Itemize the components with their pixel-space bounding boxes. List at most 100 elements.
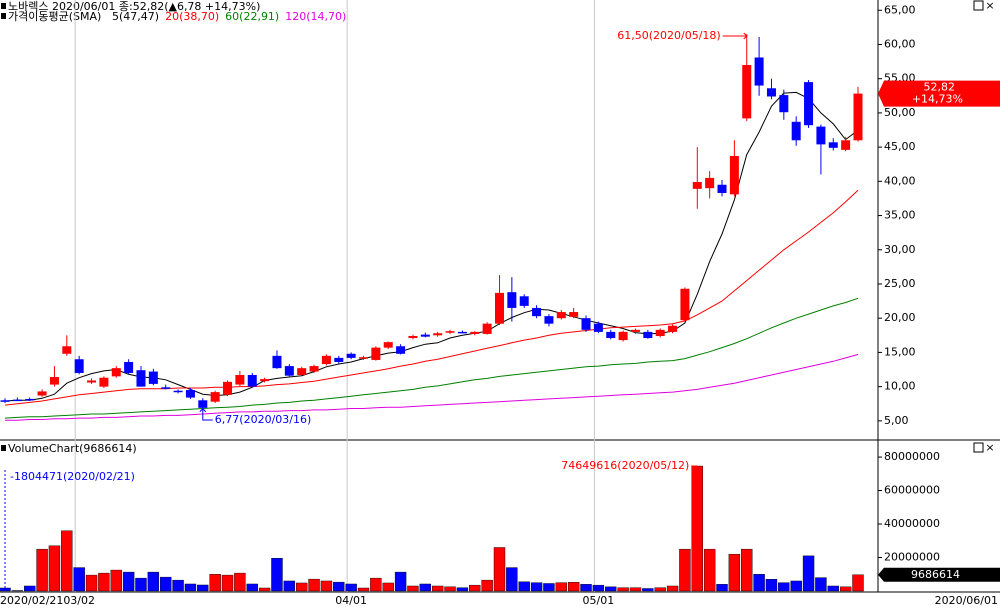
volume-bar: [48, 545, 61, 592]
y-tick-label: 80000000: [884, 450, 940, 463]
volume-bar: [172, 579, 184, 592]
volume-bar: [815, 577, 827, 592]
candle-body: [223, 381, 233, 395]
candle-body: [173, 390, 183, 393]
candle-body: [482, 323, 492, 334]
volume-bar: [61, 530, 73, 592]
volume-bar: [592, 584, 605, 592]
candle-body: [62, 346, 72, 354]
annotation-arrow: [722, 32, 748, 40]
candle-body: [148, 371, 158, 384]
candle-body: [630, 329, 640, 332]
candle-body: [37, 391, 47, 396]
y-tick-label: 45,00: [884, 140, 916, 153]
volume-bar: [98, 572, 110, 592]
moving-average-line: [5, 354, 859, 421]
volume-bar: [691, 465, 703, 592]
last-price-box: [878, 80, 1000, 107]
volume-bar: [605, 586, 617, 592]
volume-bar: [85, 574, 98, 592]
annotation: 6,77(2020/03/16): [215, 413, 311, 426]
candle-body: [841, 140, 851, 150]
chart-title: 노바렉스 2020/06/01 종:52,82(▲6,78 +14,73%): [8, 0, 260, 13]
volume-bar: [617, 587, 629, 592]
candle-body: [198, 400, 208, 408]
volume-bar: [11, 590, 24, 592]
candle-body: [742, 65, 752, 119]
candle-body: [804, 82, 814, 126]
last-volume-box: [878, 567, 1000, 582]
candle-body: [371, 347, 381, 360]
y-tick-label: 60000000: [884, 484, 940, 497]
volume-bar: [654, 587, 666, 592]
candle-body: [210, 392, 220, 402]
y-tick-label: 5,00: [884, 414, 909, 427]
candle-body: [754, 57, 764, 86]
volume-bar: [555, 582, 568, 592]
maximize-button[interactable]: [973, 442, 984, 453]
y-tick-label: 10,00: [884, 380, 916, 393]
candle-body: [717, 184, 727, 193]
legend-title: 가격이동평균(SMA): [8, 10, 101, 23]
candle-body: [507, 292, 517, 308]
moving-average-line: [4, 189, 859, 406]
candle-body: [247, 374, 257, 387]
candle-body: [99, 377, 109, 387]
candle-body: [272, 355, 282, 369]
volume-bar: [283, 580, 296, 592]
candle-body: [309, 366, 319, 372]
volume-bar: [852, 574, 864, 592]
y-tick-label: 40,00: [884, 174, 916, 187]
candle-body: [433, 333, 443, 336]
candle-body: [346, 353, 356, 358]
x-tick-label: 2020/02/21: [0, 594, 63, 607]
candle-body: [655, 329, 665, 336]
candle-body: [593, 323, 603, 332]
volume-bar: [839, 586, 852, 592]
candle-body: [284, 366, 294, 376]
volume-bar: [530, 582, 543, 592]
volume-bar: [320, 580, 333, 592]
y-tick-label: 35,00: [884, 209, 916, 222]
volume-bar: [345, 583, 357, 592]
maximize-button[interactable]: [973, 0, 984, 11]
last-price-label: 52,82: [924, 81, 956, 94]
volume-bar: [419, 583, 432, 592]
volume-bar: [209, 574, 221, 592]
candle-body: [705, 177, 715, 189]
volume-marker: [1, 445, 6, 451]
annotation-arrow: [199, 408, 213, 421]
candle-body: [618, 331, 628, 341]
y-tick-label: 30,00: [884, 243, 916, 256]
y-tick-label: 15,00: [884, 345, 916, 358]
volume-bar: [753, 574, 765, 592]
candle-body: [853, 93, 863, 141]
volume-bar: [258, 587, 271, 592]
close-button[interactable]: ×: [985, 0, 994, 12]
volume-bar: [246, 583, 258, 592]
candle-body: [606, 331, 616, 339]
volume-bar: [642, 588, 654, 592]
y-tick-label: 60,00: [884, 37, 916, 50]
volume-bar: [271, 557, 283, 592]
title-marker: [1, 3, 6, 9]
volume-bar: [382, 582, 394, 592]
volume-bar: [802, 555, 815, 592]
candle-body: [12, 399, 22, 402]
x-tick-label: 04/01: [335, 594, 367, 607]
volume-bar: [370, 577, 382, 592]
volume-bar: [827, 585, 839, 592]
volume-bar: [221, 574, 234, 592]
candle-body: [111, 368, 121, 377]
candle-body: [334, 357, 344, 362]
candle-body: [396, 346, 406, 354]
x-tick-label: 03/02: [63, 594, 95, 607]
volume-bar: [147, 571, 160, 592]
volume-bar: [493, 547, 506, 592]
volume-bar: [481, 579, 493, 592]
close-button[interactable]: ×: [985, 441, 994, 454]
last-volume-label: 9686614: [911, 568, 960, 581]
volume-bar: [543, 583, 555, 592]
volume-bar: [308, 578, 320, 592]
volume-bar: [24, 585, 36, 592]
